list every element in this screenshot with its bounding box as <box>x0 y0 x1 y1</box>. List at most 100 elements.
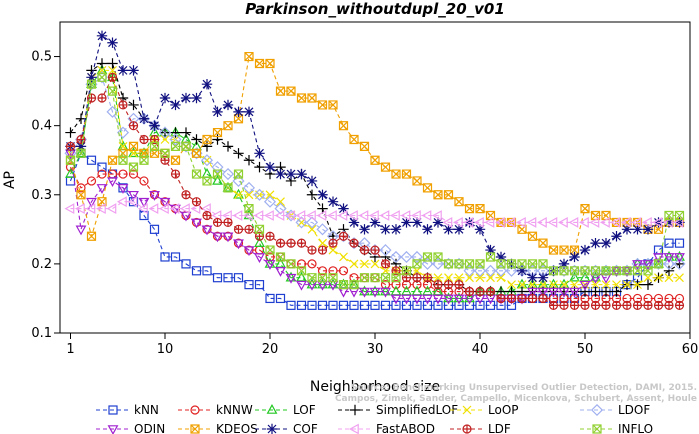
data-point-kdeos <box>286 86 296 96</box>
data-point-ldf <box>412 273 422 283</box>
data-point-knn <box>86 155 97 165</box>
data-point-cof <box>359 224 370 235</box>
data-point-fastabod <box>221 210 232 221</box>
legend-marker <box>108 405 118 415</box>
legend-marker <box>190 405 200 415</box>
data-point-loop <box>444 273 453 283</box>
data-point-kdeos <box>527 231 538 241</box>
data-point-knn <box>359 300 370 310</box>
x-tick-label: 1 <box>66 342 74 357</box>
data-point-lof <box>359 285 370 296</box>
data-point-kdeos <box>548 245 559 255</box>
data-point-knn <box>191 266 202 276</box>
data-point-inflo <box>380 273 391 283</box>
data-point-kdeos <box>212 127 223 138</box>
legend-label: ODIN <box>134 422 165 434</box>
data-point-knnw <box>338 266 349 276</box>
data-point-fastabod <box>200 203 211 215</box>
data-point-loop <box>244 190 254 200</box>
data-point-loop <box>654 273 663 283</box>
data-point-cof <box>86 72 97 83</box>
data-point-knnw <box>76 183 86 193</box>
data-point-cof <box>107 37 118 48</box>
series-kdeos <box>65 51 685 255</box>
data-point-loop <box>307 224 317 234</box>
data-point-ldf <box>443 280 454 290</box>
data-point-ldof <box>431 257 445 270</box>
data-point-lof <box>611 264 622 275</box>
y-tick-label: 0.3 <box>31 188 52 203</box>
data-point-inflo <box>527 259 538 269</box>
data-point-fastabod <box>421 210 432 221</box>
data-point-fastabod <box>526 217 537 228</box>
data-point-cof <box>233 106 244 118</box>
data-point-ldf <box>307 245 317 255</box>
data-point-cof <box>443 224 454 235</box>
data-point-loop <box>559 280 569 290</box>
data-point-fastabod <box>316 210 327 221</box>
data-point-ldf <box>212 217 223 228</box>
data-point-loop <box>633 280 642 290</box>
data-point-ldf <box>538 293 548 304</box>
data-point-inflo <box>538 259 548 269</box>
data-point-ldf <box>170 169 181 179</box>
data-point-ldf <box>233 224 244 234</box>
x-tick-label: 10 <box>157 342 174 357</box>
data-point-inflo <box>160 148 170 158</box>
data-point-inflo <box>517 259 527 269</box>
data-point-cof <box>632 224 643 235</box>
data-point-lof <box>65 167 76 178</box>
data-point-ldf <box>632 300 643 310</box>
data-point-lof <box>317 278 328 289</box>
data-point-fastabod <box>505 217 516 228</box>
data-point-fastabod <box>442 217 453 228</box>
data-point-ldf <box>107 72 118 82</box>
data-point-knn <box>674 238 685 248</box>
data-point-odin <box>621 267 633 277</box>
data-point-lof <box>327 278 339 289</box>
data-point-kdeos <box>307 93 317 103</box>
data-point-kdeos <box>391 169 401 179</box>
data-point-kdeos <box>443 190 454 200</box>
data-point-lof <box>663 250 675 261</box>
data-point-fastabod <box>410 210 421 221</box>
watermark: Source: Benchmarking Unsupervised Outlie… <box>335 383 697 404</box>
data-point-odin <box>443 294 454 305</box>
legend-item-loop: LoOP <box>450 403 519 417</box>
data-point-knn <box>307 300 317 310</box>
x-tick-label: 40 <box>472 342 489 357</box>
data-point-kdeos <box>370 155 380 165</box>
data-point-loop <box>517 280 527 290</box>
data-point-ldf <box>286 238 296 248</box>
data-point-ldf <box>664 300 674 310</box>
data-point-ldf <box>611 300 622 310</box>
data-point-ldof <box>673 257 686 270</box>
data-point-odin <box>348 287 360 298</box>
data-point-ldf <box>464 286 475 297</box>
series-simplifiedlof <box>65 58 685 297</box>
data-point-knn <box>485 300 496 310</box>
legend-marker <box>592 424 602 434</box>
data-point-knnw <box>349 273 359 283</box>
data-point-fastabod <box>662 217 673 228</box>
data-point-knn <box>254 280 265 290</box>
data-point-odin <box>663 253 675 264</box>
data-point-ldf <box>128 121 139 131</box>
data-point-kdeos <box>233 114 244 124</box>
data-point-cof <box>495 251 507 263</box>
data-point-fastabod <box>137 203 148 215</box>
data-point-inflo <box>265 245 275 255</box>
data-point-loop <box>475 273 485 283</box>
data-point-fastabod <box>295 210 306 221</box>
data-point-inflo <box>275 252 286 262</box>
data-point-odin <box>254 253 265 264</box>
data-point-odin <box>75 225 87 236</box>
legend-item-fastabod: FastABOD <box>338 422 435 434</box>
legend-label: kNNW <box>216 403 253 417</box>
y-tick-label: 0.4 <box>31 119 52 134</box>
data-point-odin <box>380 287 391 298</box>
data-point-loop <box>108 65 117 75</box>
data-point-fastabod <box>253 210 264 221</box>
data-point-ldof <box>494 264 508 277</box>
